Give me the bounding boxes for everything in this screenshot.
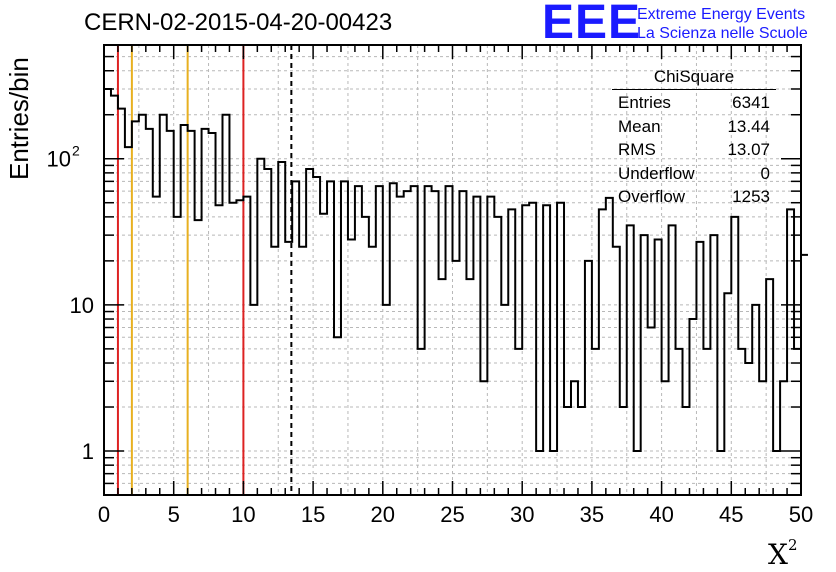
stats-row: RMS 13.07 <box>612 138 776 162</box>
stats-row: Underflow 0 <box>612 162 776 186</box>
x-axis-label: X2 <box>768 536 797 571</box>
x-tick-label: 25 <box>440 502 464 527</box>
x-tick-label: 35 <box>580 502 604 527</box>
axis-ticks <box>103 45 802 495</box>
stats-value: 1253 <box>732 187 770 206</box>
stats-key: Underflow <box>618 163 695 183</box>
y-tick-label-sup: 2 <box>72 143 80 159</box>
logo-mark: EEE <box>542 0 642 49</box>
stats-row: Mean 13.44 <box>612 115 776 139</box>
y-tick-label: 10 <box>47 147 71 172</box>
stats-title: ChiSquare <box>612 67 776 90</box>
stats-row: Entries 6341 <box>612 91 776 115</box>
chart-title: CERN-02-2015-04-20-00423 <box>84 9 393 36</box>
stats-key: Mean <box>618 116 661 136</box>
x-tick-label: 15 <box>301 502 325 527</box>
reference-lines <box>116 45 293 495</box>
logo-line2: La Scienza nelle Scuole <box>637 25 808 42</box>
stats-value: 13.07 <box>727 140 770 159</box>
x-tick-label: 5 <box>168 502 180 527</box>
x-tick-label: 50 <box>789 502 813 527</box>
stats-key: RMS <box>618 140 656 159</box>
y-axis-label: Entries/bin <box>4 57 34 180</box>
x-axis-label-sup: 2 <box>787 536 798 554</box>
stats-value: 6341 <box>732 93 770 112</box>
logo-line1: Extreme Energy Events <box>637 6 806 23</box>
y-tick-label: 1 <box>82 439 94 464</box>
x-tick-label: 45 <box>719 502 743 527</box>
y-tick-label: 10 <box>70 293 94 318</box>
x-tick-label: 10 <box>231 502 255 527</box>
stats-box: ChiSquare Entries 6341 Mean 13.44 RMS 13.07… <box>612 67 776 209</box>
stats-row: Overflow 1253 <box>612 185 776 209</box>
stats-value: 13.44 <box>727 116 770 136</box>
stats-key: Overflow <box>618 187 686 206</box>
x-tick-label: 30 <box>510 502 534 527</box>
histogram-series <box>104 87 808 453</box>
x-tick-label: 40 <box>649 502 673 527</box>
x-axis-label-base: X <box>768 538 788 571</box>
x-tick-label: 0 <box>98 502 110 527</box>
x-tick-label: 20 <box>371 502 395 527</box>
stats-value: 0 <box>760 163 770 183</box>
stats-key: Entries <box>618 93 671 112</box>
